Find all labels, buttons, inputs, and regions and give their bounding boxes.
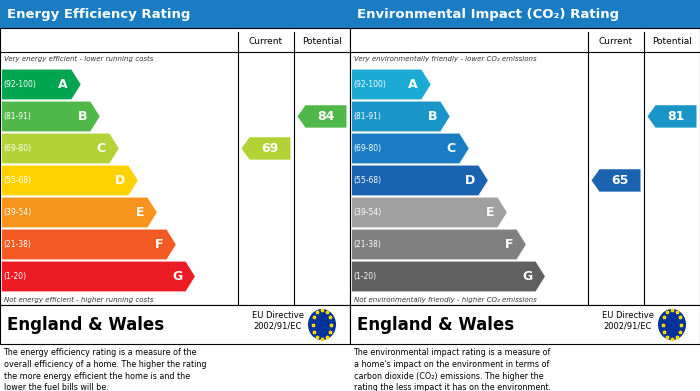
Text: Not energy efficient - higher running costs: Not energy efficient - higher running co… [4,297,153,303]
Text: Current: Current [599,37,633,47]
Text: Environmental Impact (CO₂) Rating: Environmental Impact (CO₂) Rating [357,7,619,21]
Polygon shape [241,137,290,160]
FancyBboxPatch shape [350,0,700,28]
Circle shape [309,310,335,339]
Polygon shape [1,261,195,292]
Polygon shape [1,197,157,228]
Text: (21-38): (21-38) [354,240,382,249]
Text: E: E [486,206,494,219]
Text: Current: Current [249,37,283,47]
Text: D: D [115,174,125,187]
Text: A: A [408,78,418,91]
Polygon shape [351,101,450,132]
Text: C: C [447,142,456,155]
Text: Very energy efficient - lower running costs: Very energy efficient - lower running co… [4,56,153,62]
Bar [0,28,350,305]
Text: The energy efficiency rating is a measure of the
overall efficiency of a home. T: The energy efficiency rating is a measur… [4,348,206,391]
FancyBboxPatch shape [0,0,350,28]
Text: (69-80): (69-80) [4,144,32,153]
Text: (55-68): (55-68) [354,176,382,185]
Polygon shape [351,69,431,100]
Text: E: E [136,206,144,219]
Polygon shape [1,101,100,132]
Text: The environmental impact rating is a measure of
a home's impact on the environme: The environmental impact rating is a mea… [354,348,551,391]
Text: F: F [155,238,163,251]
Text: (92-100): (92-100) [4,80,36,89]
Text: 69: 69 [261,142,278,155]
Bar [350,28,700,305]
Text: B: B [78,110,87,123]
Text: G: G [172,270,182,283]
Text: (55-68): (55-68) [4,176,32,185]
Text: G: G [522,270,532,283]
Text: C: C [97,142,106,155]
Polygon shape [351,229,526,260]
Text: Energy Efficiency Rating: Energy Efficiency Rating [7,7,190,21]
Text: A: A [58,78,68,91]
Text: (81-91): (81-91) [354,112,382,121]
Text: (81-91): (81-91) [4,112,32,121]
Text: (1-20): (1-20) [354,272,377,281]
Text: B: B [428,110,437,123]
Polygon shape [1,69,81,100]
Text: 65: 65 [611,174,628,187]
Polygon shape [648,105,696,127]
Text: (1-20): (1-20) [4,272,27,281]
Text: (39-54): (39-54) [354,208,382,217]
Text: England & Wales: England & Wales [7,316,164,334]
Bar [350,305,700,344]
Text: (69-80): (69-80) [354,144,382,153]
Text: (21-38): (21-38) [4,240,32,249]
Text: Very environmentally friendly - lower CO₂ emissions: Very environmentally friendly - lower CO… [354,56,536,62]
Polygon shape [351,133,469,164]
Text: Potential: Potential [302,37,342,47]
Text: 81: 81 [667,110,684,123]
Bar [0,305,350,344]
Circle shape [659,310,685,339]
Text: Potential: Potential [652,37,692,47]
Text: EU Directive
2002/91/EC: EU Directive 2002/91/EC [602,311,654,330]
Text: England & Wales: England & Wales [357,316,514,334]
Polygon shape [351,261,545,292]
Text: 84: 84 [317,110,334,123]
Polygon shape [351,165,488,196]
Text: Not environmentally friendly - higher CO₂ emissions: Not environmentally friendly - higher CO… [354,297,536,303]
Polygon shape [1,165,138,196]
Text: F: F [505,238,513,251]
Polygon shape [592,169,640,192]
Text: (39-54): (39-54) [4,208,32,217]
Text: D: D [465,174,475,187]
Polygon shape [1,229,176,260]
Polygon shape [298,105,346,127]
Polygon shape [1,133,119,164]
Text: EU Directive
2002/91/EC: EU Directive 2002/91/EC [252,311,304,330]
Text: (92-100): (92-100) [354,80,386,89]
Polygon shape [351,197,507,228]
